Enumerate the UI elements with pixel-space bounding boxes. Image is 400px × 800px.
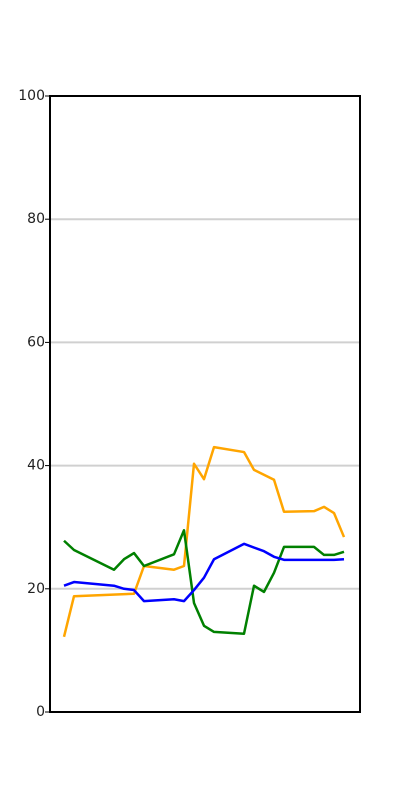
series-line — [63, 542, 345, 603]
y-tick-label: 40 — [27, 458, 45, 474]
y-tick-label: 80 — [27, 211, 45, 227]
series-line — [62, 445, 346, 638]
series-line — [63, 529, 345, 636]
y-tick-label: 20 — [27, 581, 45, 597]
y-tick-label: 100 — [18, 88, 45, 104]
plot-frame — [49, 95, 361, 713]
y-tick-label: 0 — [36, 704, 45, 720]
y-tick-label: 60 — [27, 334, 45, 350]
